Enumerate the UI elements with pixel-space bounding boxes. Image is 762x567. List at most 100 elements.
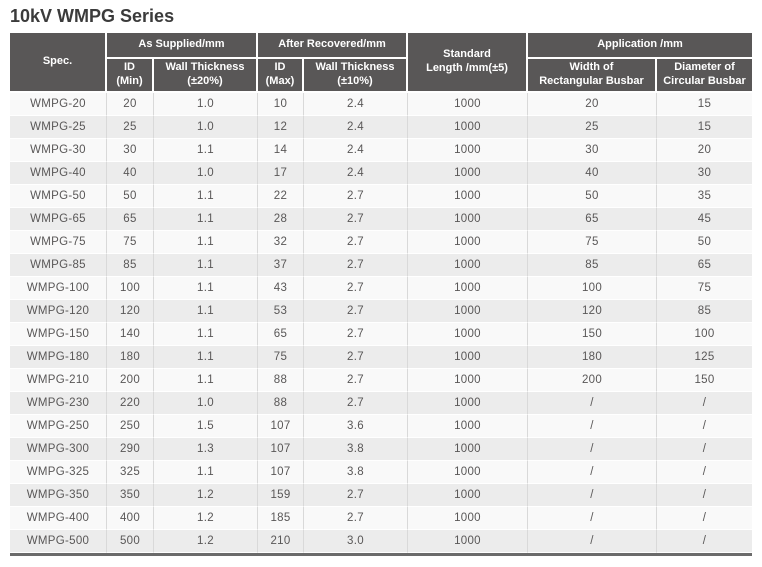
diameter-circular-busbar-cell: / (657, 438, 752, 461)
id-min-cell: 100 (107, 276, 154, 300)
table-body: WMPG-20 20 1.0 10 2.4 1000 20 15 WMPG-25 25 1.0 12 2… (10, 92, 752, 553)
wall-thickness-10-cell: 2.7 (304, 345, 408, 369)
wall-thickness-20-cell: 1.3 (154, 437, 258, 461)
width-rectangular-busbar-cell: / (528, 437, 657, 461)
table-row: WMPG-50 50 1.1 22 2.7 1000 50 35 (10, 184, 752, 208)
width-rectangular-busbar-cell: 65 (528, 207, 657, 231)
spec-cell: WMPG-400 (10, 506, 107, 530)
header-as-supplied: As Supplied/mm (107, 33, 258, 59)
wall-thickness-10-cell: 2.7 (304, 506, 408, 530)
wall-thickness-20-cell: 1.1 (154, 276, 258, 300)
spec-cell: WMPG-100 (10, 276, 107, 300)
standard-length-cell: 1000 (408, 529, 528, 553)
table-row: WMPG-100 100 1.1 43 2.7 1000 100 75 (10, 276, 752, 300)
diameter-circular-busbar-cell: 35 (657, 185, 752, 208)
table-row: WMPG-250 250 1.5 107 3.6 1000// (10, 414, 752, 438)
wall-thickness-10-cell: 2.7 (304, 207, 408, 231)
spec-cell: WMPG-50 (10, 184, 107, 208)
diameter-circular-busbar-cell: / (657, 530, 752, 553)
standard-length-cell: 1000 (408, 460, 528, 484)
width-rectangular-busbar-cell: 50 (528, 184, 657, 208)
width-rectangular-busbar-cell: 200 (528, 368, 657, 392)
spec-cell: WMPG-85 (10, 253, 107, 277)
diameter-circular-busbar-cell: / (657, 415, 752, 438)
table-row: WMPG-150 140 1.1 65 2.7 1000 150 100 (10, 322, 752, 346)
wall-thickness-20-cell: 1.0 (154, 161, 258, 185)
id-min-cell: 85 (107, 253, 154, 277)
width-rectangular-busbar-cell: 40 (528, 161, 657, 185)
table-row: WMPG-350 350 1.2 159 2.7 1000// (10, 483, 752, 507)
diameter-circular-busbar-cell: 45 (657, 208, 752, 231)
standard-length-cell: 1000 (408, 322, 528, 346)
diameter-circular-busbar-cell: 150 (657, 369, 752, 392)
wall-thickness-20-cell: 1.0 (154, 115, 258, 139)
wall-thickness-20-cell: 1.1 (154, 460, 258, 484)
id-max-cell: 53 (258, 299, 304, 323)
wall-thickness-10-cell: 3.8 (304, 437, 408, 461)
diameter-circular-busbar-cell: 85 (657, 300, 752, 323)
header-after-recovered: After Recovered/mm (258, 33, 408, 59)
id-min-cell: 30 (107, 138, 154, 162)
standard-length-cell: 1000 (408, 345, 528, 369)
wall-thickness-10-cell: 2.4 (304, 138, 408, 162)
wall-thickness-10-cell: 2.4 (304, 161, 408, 185)
spec-cell: WMPG-25 (10, 115, 107, 139)
wall-thickness-20-cell: 1.1 (154, 345, 258, 369)
id-max-cell: 14 (258, 138, 304, 162)
standard-length-cell: 1000 (408, 253, 528, 277)
page-title: 10kV WMPG Series (10, 6, 175, 26)
wall-thickness-10-cell: 2.7 (304, 322, 408, 346)
width-rectangular-busbar-cell: / (528, 529, 657, 553)
id-min-cell: 20 (107, 92, 154, 116)
table-row: WMPG-400 400 1.2 185 2.7 1000// (10, 506, 752, 530)
id-max-cell: 88 (258, 368, 304, 392)
id-min-cell: 25 (107, 115, 154, 139)
table-header: Spec. As Supplied/mm After Recovered/mm … (10, 33, 752, 93)
wall-thickness-20-cell: 1.0 (154, 92, 258, 116)
diameter-circular-busbar-cell: / (657, 484, 752, 507)
standard-length-cell: 1000 (408, 299, 528, 323)
id-max-cell: 22 (258, 184, 304, 208)
wall-thickness-20-cell: 1.1 (154, 368, 258, 392)
id-min-cell: 325 (107, 460, 154, 484)
header-diameter-circular-busbar: Diameter of Circular Busbar (657, 59, 752, 93)
spec-cell: WMPG-20 (10, 92, 107, 116)
standard-length-cell: 1000 (408, 483, 528, 507)
diameter-circular-busbar-cell: 100 (657, 323, 752, 346)
table-row: WMPG-20 20 1.0 10 2.4 1000 20 15 (10, 92, 752, 116)
id-min-cell: 65 (107, 207, 154, 231)
header-wall-thickness-20: Wall Thickness (±20%) (154, 59, 258, 93)
standard-length-cell: 1000 (408, 414, 528, 438)
wall-thickness-10-cell: 2.7 (304, 230, 408, 254)
header-spec: Spec. (10, 33, 107, 93)
id-max-cell: 75 (258, 345, 304, 369)
diameter-circular-busbar-cell: / (657, 507, 752, 530)
standard-length-cell: 1000 (408, 207, 528, 231)
wall-thickness-10-cell: 2.7 (304, 253, 408, 277)
id-max-cell: 10 (258, 92, 304, 116)
wall-thickness-20-cell: 1.2 (154, 506, 258, 530)
table-row: WMPG-30 30 1.1 14 2.4 1000 30 20 (10, 138, 752, 162)
spec-cell: WMPG-250 (10, 414, 107, 438)
standard-length-cell: 1000 (408, 184, 528, 208)
header-group-row: Spec. As Supplied/mm After Recovered/mm … (10, 33, 752, 93)
spec-cell: WMPG-120 (10, 299, 107, 323)
id-min-cell: 50 (107, 184, 154, 208)
spec-cell: WMPG-180 (10, 345, 107, 369)
standard-length-cell: 1000 (408, 506, 528, 530)
wall-thickness-20-cell: 1.2 (154, 529, 258, 553)
wall-thickness-10-cell: 2.4 (304, 92, 408, 116)
wall-thickness-10-cell: 2.7 (304, 184, 408, 208)
diameter-circular-busbar-cell: 20 (657, 139, 752, 162)
standard-length-cell: 1000 (408, 391, 528, 415)
standard-length-cell: 1000 (408, 276, 528, 300)
id-min-cell: 40 (107, 161, 154, 185)
wall-thickness-20-cell: 1.1 (154, 230, 258, 254)
header-width-rectangular-busbar: Width of Rectangular Busbar (528, 59, 657, 93)
wall-thickness-20-cell: 1.5 (154, 414, 258, 438)
diameter-circular-busbar-cell: 50 (657, 231, 752, 254)
id-min-cell: 200 (107, 368, 154, 392)
spec-cell: WMPG-230 (10, 391, 107, 415)
diameter-circular-busbar-cell: / (657, 392, 752, 415)
id-max-cell: 107 (258, 460, 304, 484)
